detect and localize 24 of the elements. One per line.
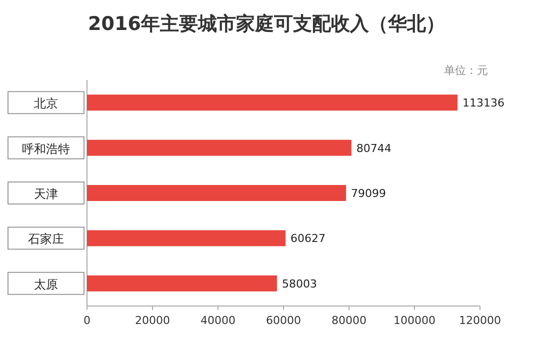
x-tick-label: 40000 [200, 314, 236, 327]
data-label: 58003 [282, 277, 317, 290]
y-tick-label: 太原 [34, 277, 58, 292]
x-tick-label: 80000 [332, 314, 366, 327]
text: 单位：元 [444, 64, 488, 77]
bar [87, 230, 286, 246]
x-tick-label: 120000 [459, 314, 501, 327]
chart-title: 2016年主要城市家庭可支配收入（华北） [88, 13, 445, 35]
bar [87, 275, 277, 292]
data-label: 80744 [356, 142, 392, 155]
x-tick-label: 100000 [394, 314, 436, 327]
data-label: 60627 [290, 232, 326, 246]
y-tick-label: 石家庄 [28, 232, 64, 246]
x-tick-label: 20000 [135, 314, 170, 327]
y-tick-label: 北京 [34, 96, 58, 111]
x-tick-label: 0 [84, 314, 90, 327]
data-label: 79099 [351, 187, 386, 200]
y-tick-label: 呼和浩特 [22, 142, 70, 156]
data-label: 113136 [462, 96, 505, 110]
x-tick-label: 60000 [266, 314, 301, 327]
y-tick-label: 天津 [34, 187, 58, 201]
bar [87, 140, 352, 156]
bar [87, 185, 346, 201]
bar [87, 94, 458, 111]
